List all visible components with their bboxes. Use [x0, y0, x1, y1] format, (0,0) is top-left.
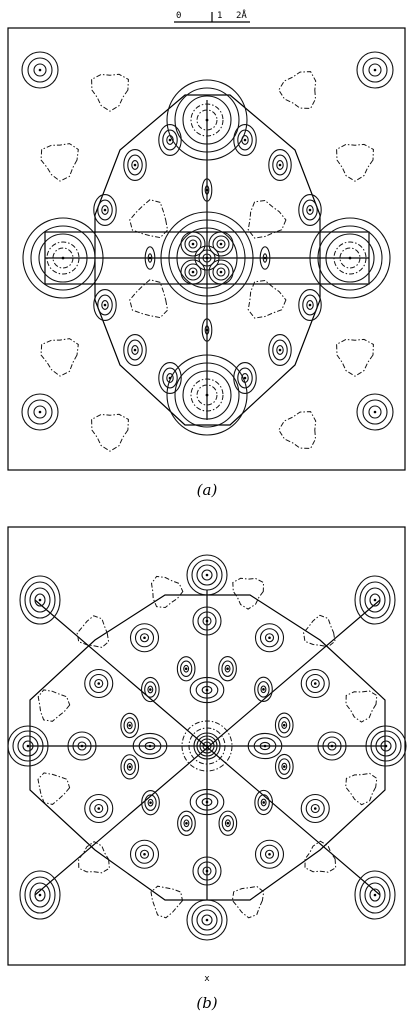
- scale-label: 2Å: [236, 9, 247, 21]
- peak-dot: [206, 870, 209, 873]
- peak-dot: [192, 271, 195, 274]
- peak-dot: [283, 765, 286, 768]
- peak-dot: [143, 636, 146, 639]
- contour: [346, 773, 377, 804]
- peak-dot: [206, 257, 209, 260]
- scale-label: 0: [176, 11, 181, 21]
- peak-dot: [185, 822, 188, 825]
- contour: [152, 576, 183, 607]
- peak-dot: [314, 807, 317, 810]
- axis-label: x: [204, 974, 210, 984]
- peak-dot: [244, 139, 247, 142]
- peak-dot: [185, 667, 188, 670]
- peak-dot: [149, 257, 152, 260]
- peak-dot: [374, 411, 377, 414]
- peak-dot: [169, 377, 172, 380]
- peak-dot: [128, 766, 131, 769]
- figure: 0 1 2Å (a) x (b): [0, 0, 413, 1023]
- contour: [279, 412, 316, 449]
- panel-caption: (b): [196, 994, 217, 1012]
- peak-dot: [192, 243, 195, 246]
- peak-dot: [226, 667, 229, 670]
- peak-dot: [206, 620, 209, 623]
- peak-dot: [206, 394, 209, 397]
- peak-dot: [39, 894, 42, 897]
- peak-dot: [349, 257, 352, 260]
- contour: [41, 144, 78, 182]
- panel-caption: (a): [197, 481, 218, 499]
- peak-dot: [279, 349, 282, 352]
- peak-dot: [262, 801, 265, 804]
- contour: [248, 281, 286, 319]
- contour-map-a: [22, 52, 393, 451]
- peak-dot: [220, 243, 223, 246]
- peak-dot: [134, 164, 137, 167]
- peak-dot: [62, 257, 65, 260]
- contour: [337, 339, 374, 376]
- contour-map-b: [8, 555, 406, 940]
- peak-dot: [206, 574, 209, 577]
- contour: [151, 886, 183, 918]
- contour: [92, 414, 129, 451]
- peak-dot: [81, 745, 84, 748]
- contour: [41, 339, 78, 377]
- peak-dot: [39, 411, 42, 414]
- peak-dot: [264, 257, 267, 260]
- peak-dot: [374, 894, 377, 897]
- peak-dot: [331, 745, 334, 748]
- peak-dot: [39, 599, 42, 602]
- peak-dot: [149, 745, 152, 748]
- peak-dot: [206, 919, 209, 922]
- peak-dot: [206, 329, 209, 332]
- peak-dot: [220, 271, 223, 274]
- peak-dot: [385, 745, 388, 748]
- contour: [346, 691, 377, 722]
- peak-dot: [206, 119, 209, 122]
- peak-dot: [149, 801, 152, 804]
- peak-dot: [314, 682, 317, 685]
- peak-dot: [149, 688, 152, 691]
- peak-dot: [97, 807, 100, 810]
- peak-dot: [104, 304, 107, 307]
- peak-dot: [374, 69, 377, 72]
- peak-dot: [134, 349, 137, 352]
- peak-dot: [128, 724, 131, 727]
- contour: [279, 72, 316, 109]
- peak-dot: [104, 209, 107, 212]
- contour: [233, 578, 264, 609]
- contour: [232, 886, 263, 917]
- contour: [130, 280, 168, 318]
- peak-dot: [374, 599, 377, 602]
- contour: [38, 773, 70, 805]
- peak-dot: [206, 689, 209, 692]
- peak-dot: [143, 853, 146, 856]
- peak-dot: [97, 682, 100, 685]
- peak-dot: [283, 724, 286, 727]
- peak-dot: [268, 853, 271, 856]
- contour: [337, 144, 374, 181]
- peak-dot: [262, 688, 265, 691]
- contour: [38, 690, 69, 721]
- scale-bar: 0 1 2Å: [174, 9, 250, 22]
- peak-dot: [309, 209, 312, 212]
- peak-dot: [169, 139, 172, 142]
- peak-dot: [268, 636, 271, 639]
- peak-dot: [206, 189, 209, 192]
- peak-dot: [27, 745, 30, 748]
- peak-dot: [264, 745, 267, 748]
- scale-label: 1: [217, 11, 222, 21]
- peak-dot: [39, 69, 42, 72]
- contour: [92, 74, 129, 111]
- peak-dot: [309, 304, 312, 307]
- peak-dot: [244, 377, 247, 380]
- peak-dot: [206, 801, 209, 804]
- page: 0 1 2Å (a) x (b) (() => { const data = J…: [0, 0, 413, 1023]
- peak-dot: [227, 822, 230, 825]
- peak-dot: [206, 745, 209, 748]
- peak-dot: [279, 164, 282, 167]
